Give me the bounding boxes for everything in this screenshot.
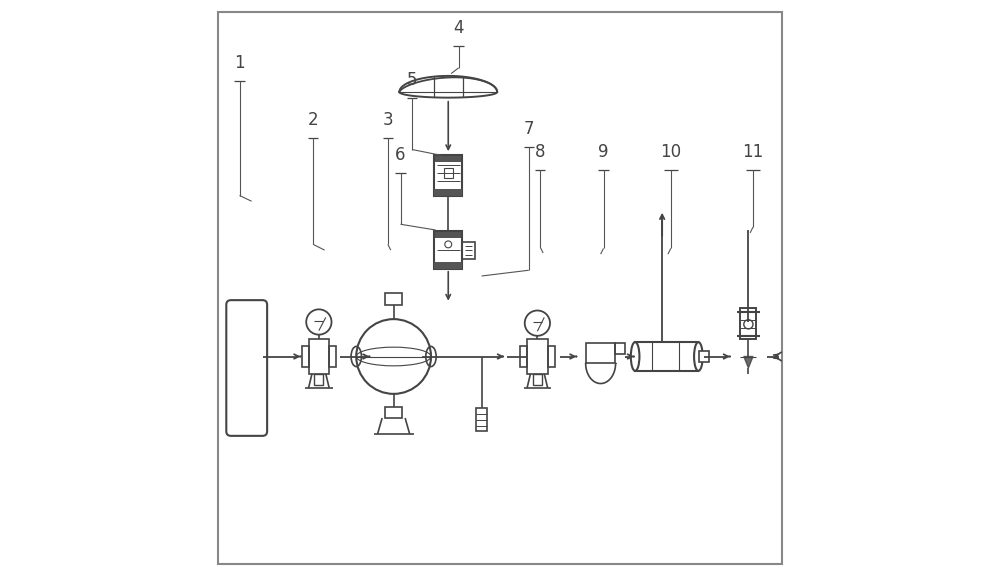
Bar — [462, 242, 475, 259]
Bar — [385, 407, 402, 418]
Bar — [520, 346, 527, 367]
Bar — [434, 262, 462, 269]
Text: 5: 5 — [407, 71, 417, 89]
Bar — [586, 343, 615, 363]
Bar — [302, 346, 309, 367]
Bar — [309, 339, 329, 374]
Bar — [434, 155, 462, 196]
Ellipse shape — [694, 342, 703, 371]
Text: 3: 3 — [383, 112, 393, 129]
Bar — [476, 408, 487, 431]
Ellipse shape — [631, 342, 639, 371]
Polygon shape — [744, 356, 753, 368]
Text: 8: 8 — [535, 143, 546, 161]
Bar — [699, 351, 709, 362]
Bar — [635, 342, 698, 371]
Text: 7: 7 — [524, 120, 534, 138]
Text: 4: 4 — [453, 20, 464, 37]
Bar — [434, 189, 462, 196]
Bar — [740, 308, 756, 339]
Text: 9: 9 — [598, 143, 609, 161]
Bar — [385, 293, 402, 305]
Bar — [434, 231, 462, 239]
Bar — [548, 346, 555, 367]
Bar — [527, 339, 548, 374]
Text: 10: 10 — [660, 143, 681, 161]
Text: 6: 6 — [395, 146, 406, 164]
Text: 2: 2 — [308, 112, 318, 129]
Bar — [444, 168, 453, 178]
Bar — [533, 374, 542, 385]
Bar — [314, 374, 323, 385]
Bar — [329, 346, 336, 367]
Text: 11: 11 — [742, 143, 764, 161]
Text: 1: 1 — [234, 54, 245, 72]
Bar — [615, 343, 625, 354]
Bar — [434, 155, 462, 162]
Bar — [434, 231, 462, 269]
